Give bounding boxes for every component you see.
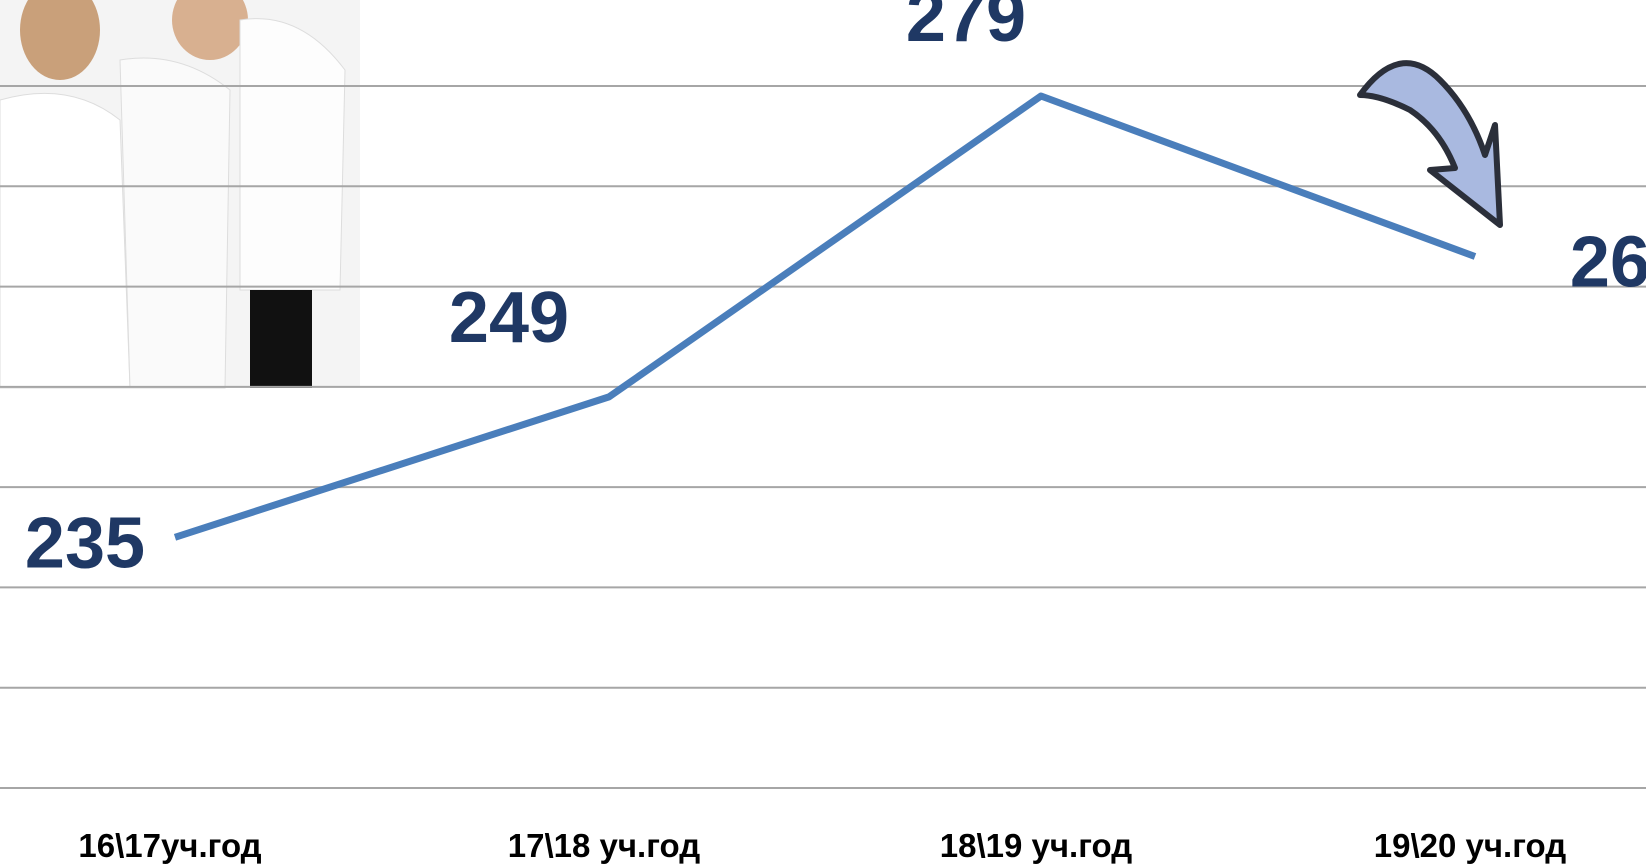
line — [173, 92, 1477, 541]
x-tick-label: 17\18 уч.год — [508, 827, 700, 864]
data-label: 279 — [906, 0, 1026, 57]
x-tick-label: 19\20 уч.год — [1374, 827, 1566, 864]
doctors-photo — [0, 0, 360, 389]
down-arrow — [1357, 60, 1503, 228]
data-label: 263 — [1570, 222, 1646, 302]
x-tick-label: 18\19 уч.год — [940, 827, 1132, 864]
x-tick-label: 16\17уч.год — [78, 827, 261, 864]
data-label: 235 — [25, 503, 145, 583]
data-label: 249 — [449, 278, 569, 358]
